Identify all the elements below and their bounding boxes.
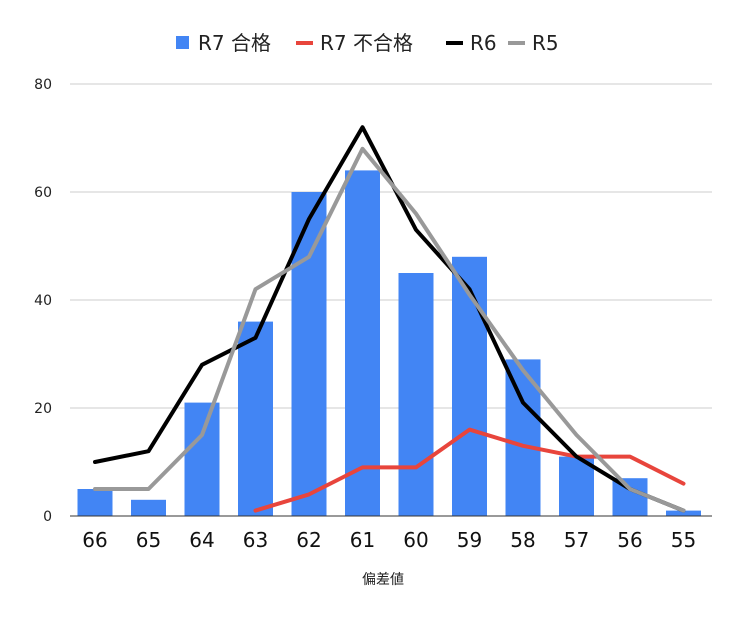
legend-label: R7 合格 bbox=[198, 31, 271, 55]
bar bbox=[345, 170, 380, 516]
x-axis-ticks: 66 65 64 63 62 61 60 59 58 57 56 55 bbox=[82, 528, 696, 552]
y-tick-label: 20 bbox=[34, 401, 52, 417]
y-tick-label: 80 bbox=[34, 77, 52, 93]
x-tick-label: 55 bbox=[671, 528, 696, 552]
bar bbox=[452, 256, 487, 516]
line-series bbox=[93, 125, 686, 513]
y-axis-ticks: 0 20 40 60 80 bbox=[34, 77, 52, 525]
bar bbox=[184, 402, 220, 516]
bar bbox=[666, 510, 701, 516]
bar bbox=[291, 192, 327, 516]
bar bbox=[238, 321, 273, 516]
series-line bbox=[93, 146, 686, 513]
x-tick-label: 64 bbox=[189, 528, 214, 552]
bar bbox=[559, 456, 594, 516]
x-tick-label: 57 bbox=[564, 528, 589, 552]
x-tick-label: 58 bbox=[510, 528, 535, 552]
x-tick-label: 56 bbox=[617, 528, 642, 552]
bar bbox=[77, 489, 113, 516]
y-tick-label: 40 bbox=[34, 293, 52, 309]
gridlines bbox=[70, 83, 712, 409]
legend-label: R7 不合格 bbox=[320, 31, 413, 55]
y-tick-label: 0 bbox=[43, 509, 52, 525]
bar bbox=[398, 273, 434, 516]
bar bbox=[131, 499, 166, 516]
bar bbox=[612, 478, 648, 516]
legend-label: R6 bbox=[470, 31, 497, 55]
x-tick-label: 62 bbox=[296, 528, 321, 552]
y-tick-label: 60 bbox=[34, 185, 52, 201]
legend: R7 合格 R7 不合格 R6 R5 bbox=[176, 31, 559, 55]
legend-swatch bbox=[176, 36, 189, 49]
x-tick-label: 66 bbox=[82, 528, 107, 552]
x-tick-label: 65 bbox=[136, 528, 161, 552]
x-tick-label: 63 bbox=[243, 528, 268, 552]
x-tick-label: 59 bbox=[457, 528, 482, 552]
legend-label: R5 bbox=[532, 31, 559, 55]
x-tick-label: 60 bbox=[403, 528, 428, 552]
x-tick-label: 61 bbox=[350, 528, 375, 552]
series-line bbox=[253, 427, 686, 513]
x-axis-label: 偏差値 bbox=[362, 572, 404, 588]
